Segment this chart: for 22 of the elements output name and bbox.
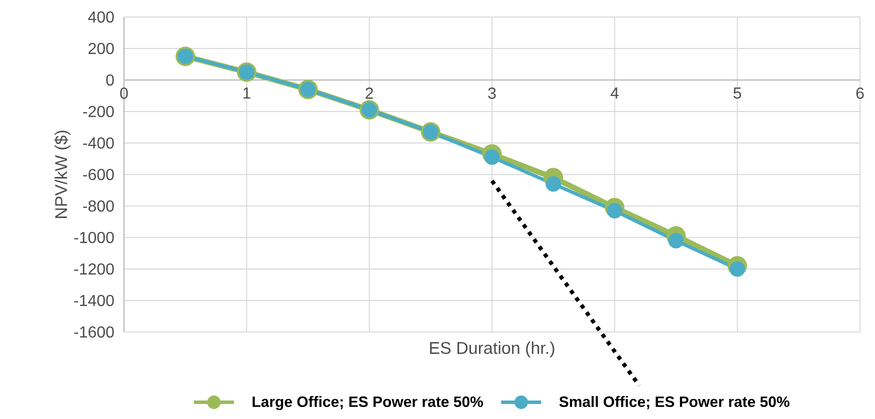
x-tick-label: 1 bbox=[243, 88, 250, 99]
x-tick-label: 0 bbox=[120, 88, 128, 99]
legend-label: Large Office; ES Power rate 50% bbox=[252, 396, 483, 410]
y-tick-label: -1400 bbox=[74, 294, 114, 306]
y-tick-label: -200 bbox=[83, 106, 114, 118]
legend-label: Small Office; ES Power rate 50% bbox=[559, 396, 790, 410]
x-tick-label: 6 bbox=[856, 88, 864, 99]
y-tick-label: 200 bbox=[88, 42, 114, 54]
x-axis-title: ES Duration (hr.) bbox=[430, 342, 554, 358]
y-tick-label: -1000 bbox=[74, 232, 114, 244]
y-axis-title: NPV/kW ($) bbox=[54, 130, 70, 218]
y-tick-label: -800 bbox=[83, 200, 114, 212]
y-tick-label: -400 bbox=[83, 137, 114, 149]
y-tick-label: -1600 bbox=[74, 326, 114, 338]
y-tick-label: -600 bbox=[83, 168, 114, 180]
x-tick-label: 5 bbox=[734, 88, 742, 99]
y-tick-label: 0 bbox=[106, 74, 114, 86]
x-tick-label: 4 bbox=[610, 88, 619, 99]
y-tick-label: -1200 bbox=[74, 263, 114, 275]
x-tick-label: 2 bbox=[366, 88, 373, 99]
x-tick-label: 3 bbox=[488, 88, 496, 99]
y-tick-label: 400 bbox=[88, 11, 114, 23]
